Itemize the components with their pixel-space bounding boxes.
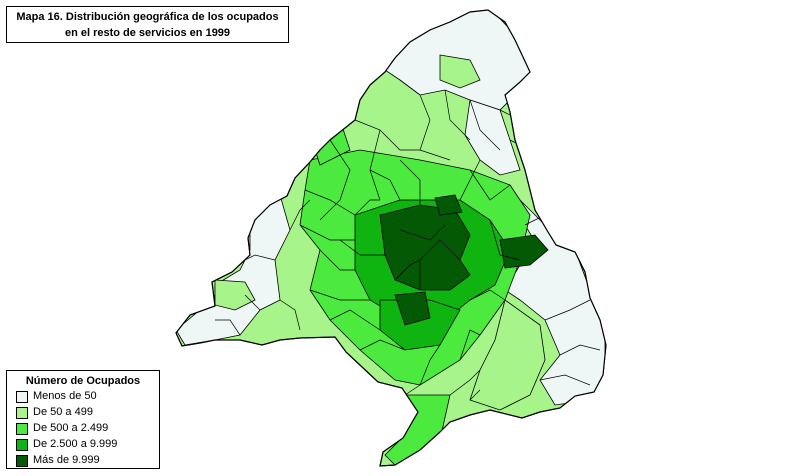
area-southeast-mid — [469, 299, 546, 411]
area-northeast-low — [464, 99, 521, 176]
legend-label-4: De 2.500 a 9.999 — [33, 438, 118, 450]
area-madrid-core — [379, 204, 471, 291]
legend-label-3: De 500 a 2.499 — [33, 422, 109, 434]
map-title-line-2: en el resto de servicios en 1999 — [64, 27, 231, 39]
area-north-core — [434, 194, 463, 216]
legend-label-5: Más de 9.999 — [33, 454, 100, 466]
legend-item-500-2499: De 500 a 2.499 — [7, 420, 159, 436]
area-west-mid — [214, 279, 256, 311]
area-southwest-mid — [384, 394, 451, 466]
legend-swatch-5 — [16, 455, 28, 467]
map-legend: Número de Ocupados Menos de 50 De 50 a 4… — [6, 370, 160, 469]
legend-label-2: De 50 a 499 — [33, 406, 93, 418]
map-title: Mapa 16. Distribución geográfica de los … — [6, 6, 289, 43]
map-title-line-1: Mapa 16. Distribución geográfica de los … — [16, 11, 279, 23]
area-north-mid — [439, 54, 481, 89]
legend-item-50-499: De 50 a 499 — [7, 404, 159, 420]
legend-swatch-2 — [16, 407, 28, 419]
legend-item-mas-de-9999: Más de 9.999 — [7, 452, 159, 468]
area-east-core — [499, 234, 549, 269]
legend-swatch-4 — [16, 439, 28, 451]
legend-item-2500-9999: De 2.500 a 9.999 — [7, 436, 159, 452]
legend-swatch-3 — [16, 423, 28, 435]
legend-item-menos-de-50: Menos de 50 — [7, 388, 159, 404]
legend-title: Número de Ocupados — [25, 375, 141, 387]
area-south-core — [394, 291, 431, 326]
legend-swatch-1 — [16, 391, 28, 403]
legend-label-1: Menos de 50 — [33, 390, 97, 402]
